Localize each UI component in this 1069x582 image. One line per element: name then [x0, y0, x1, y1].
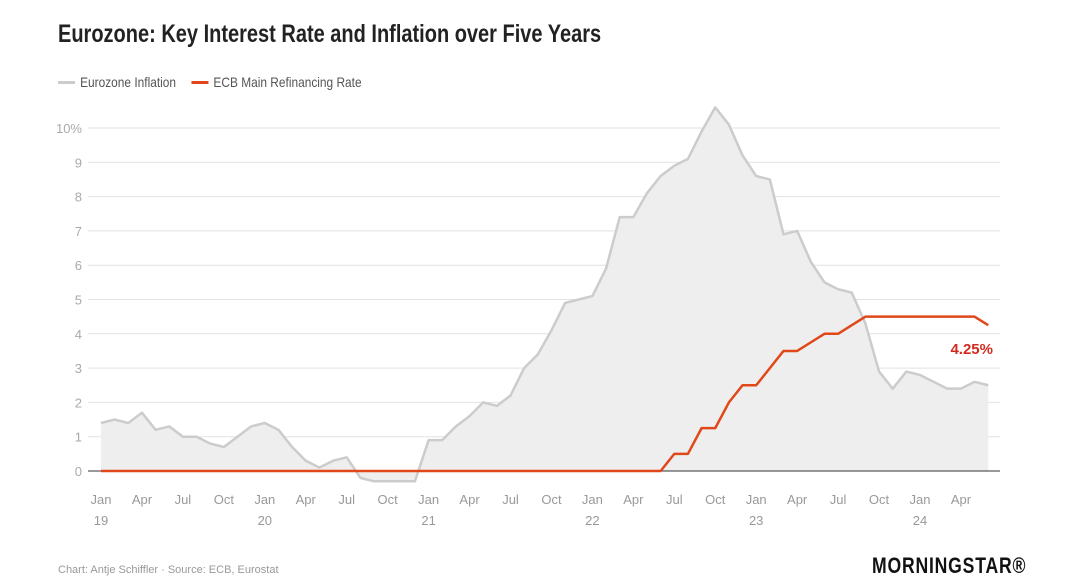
x-tick-label: Apr [296, 492, 317, 507]
morningstar-logo: MORNINGSTAR® [872, 553, 1027, 578]
y-tick-label: 9 [75, 155, 82, 170]
y-tick-label: 10% [56, 121, 82, 136]
x-tick-label: Jul [830, 492, 847, 507]
x-tick-label: Jan [418, 492, 439, 507]
legend-swatch-inflation [58, 80, 75, 84]
x-tick-label: Jul [666, 492, 683, 507]
end-value-label: 4.25% [950, 341, 993, 358]
rate-line [101, 315, 989, 473]
y-tick-label: 1 [75, 430, 82, 445]
x-tick-label: Apr [951, 492, 972, 507]
x-tick-label: Jul [175, 492, 192, 507]
x-tick-label: Oct [378, 492, 399, 507]
y-tick-label: 0 [75, 464, 82, 479]
x-tick-label: Jul [502, 492, 519, 507]
inflation-area [101, 107, 989, 482]
legend-item-inflation: Eurozone Inflation [58, 74, 176, 90]
x-tick-year-label: 23 [749, 513, 763, 528]
legend-label-inflation: Eurozone Inflation [80, 74, 177, 90]
y-tick-label: 7 [75, 224, 82, 239]
legend-swatch-rate [191, 80, 209, 84]
x-tick-label: Oct [541, 492, 562, 507]
y-tick-label: 2 [75, 395, 82, 410]
x-tick-label: Apr [459, 492, 480, 507]
x-tick-label: Jan [91, 492, 112, 507]
x-tick-year-label: 20 [258, 513, 272, 528]
x-tick-label: Jan [746, 492, 767, 507]
legend-label-rate: ECB Main Refinancing Rate [213, 74, 362, 90]
footer-credit: Chart: Antje Schiffler · Source: ECB, Eu… [58, 564, 279, 576]
x-tick-year-label: 19 [94, 513, 108, 528]
x-tick-year-label: 22 [585, 513, 599, 528]
x-tick-label: Apr [132, 492, 153, 507]
y-tick-label: 8 [75, 190, 82, 205]
x-tick-label: Jan [582, 492, 603, 507]
x-tick-year-label: 24 [913, 513, 927, 528]
x-tick-year-label: 21 [421, 513, 435, 528]
y-tick-label: 4 [75, 327, 82, 342]
x-tick-label: Apr [623, 492, 644, 507]
inflation-line [100, 106, 989, 483]
x-tick-label: Jan [910, 492, 931, 507]
x-tick-label: Oct [869, 492, 890, 507]
y-tick-label: 6 [75, 258, 82, 273]
x-tick-label: Jan [254, 492, 275, 507]
x-tick-label: Oct [705, 492, 726, 507]
chart-title: Eurozone: Key Interest Rate and Inflatio… [58, 20, 602, 48]
legend: Eurozone Inflation ECB Main Refinancing … [58, 74, 362, 90]
y-tick-label: 3 [75, 361, 82, 376]
x-tick-label: Apr [787, 492, 808, 507]
legend-item-rate: ECB Main Refinancing Rate [191, 74, 362, 90]
y-tick-label: 5 [75, 293, 82, 308]
x-tick-label: Jul [338, 492, 355, 507]
x-tick-label: Oct [214, 492, 235, 507]
